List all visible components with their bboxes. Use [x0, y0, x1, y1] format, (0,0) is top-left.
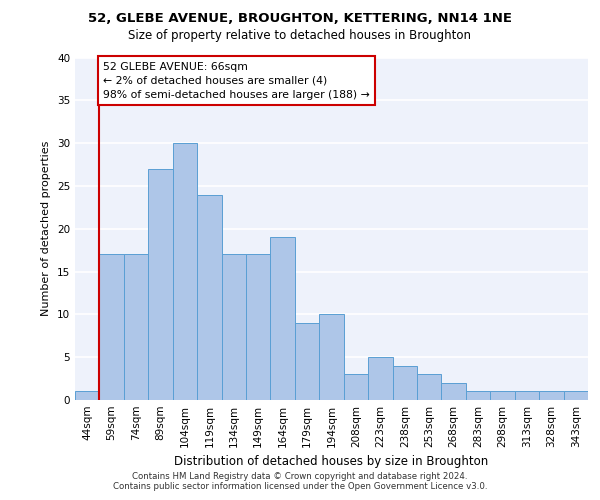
Bar	[563, 392, 588, 400]
Bar	[148, 169, 173, 400]
Bar	[442, 383, 466, 400]
Text: Size of property relative to detached houses in Broughton: Size of property relative to detached ho…	[128, 28, 472, 42]
Bar	[295, 323, 319, 400]
Text: Contains HM Land Registry data © Crown copyright and database right 2024.: Contains HM Land Registry data © Crown c…	[132, 472, 468, 481]
Text: 52, GLEBE AVENUE, BROUGHTON, KETTERING, NN14 1NE: 52, GLEBE AVENUE, BROUGHTON, KETTERING, …	[88, 12, 512, 24]
Bar	[539, 392, 563, 400]
Bar	[173, 143, 197, 400]
Bar	[368, 357, 392, 400]
Bar	[75, 392, 100, 400]
Y-axis label: Number of detached properties: Number of detached properties	[41, 141, 52, 316]
Bar	[221, 254, 246, 400]
Bar	[490, 392, 515, 400]
Bar	[197, 194, 221, 400]
Bar	[319, 314, 344, 400]
Bar	[124, 254, 148, 400]
X-axis label: Distribution of detached houses by size in Broughton: Distribution of detached houses by size …	[175, 456, 488, 468]
Bar	[515, 392, 539, 400]
Bar	[100, 254, 124, 400]
Bar	[344, 374, 368, 400]
Text: 52 GLEBE AVENUE: 66sqm
← 2% of detached houses are smaller (4)
98% of semi-detac: 52 GLEBE AVENUE: 66sqm ← 2% of detached …	[103, 62, 370, 100]
Bar	[392, 366, 417, 400]
Bar	[271, 238, 295, 400]
Text: Contains public sector information licensed under the Open Government Licence v3: Contains public sector information licen…	[113, 482, 487, 491]
Bar	[466, 392, 490, 400]
Bar	[417, 374, 442, 400]
Bar	[246, 254, 271, 400]
